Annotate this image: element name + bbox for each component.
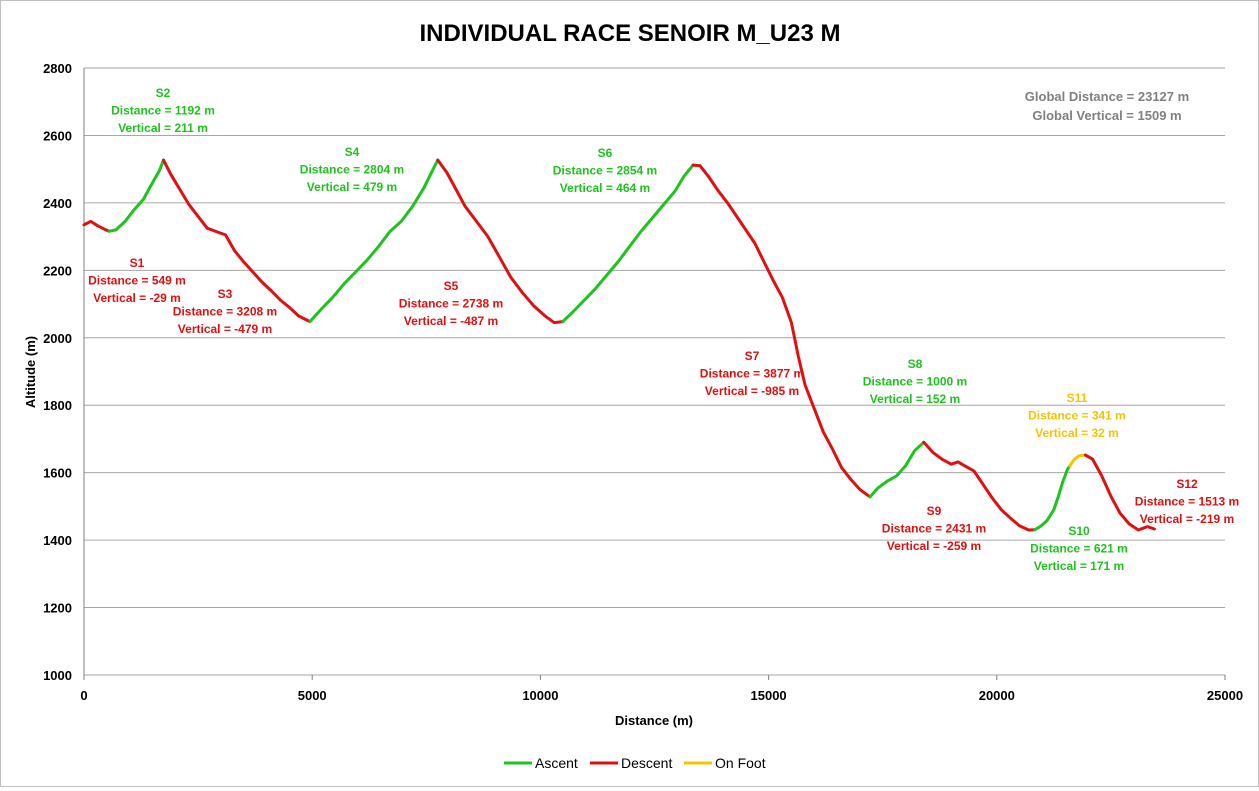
annotation-s9: S9 Distance = 2431 m Vertical = -259 m: [882, 504, 986, 553]
series-line-s6: [561, 163, 695, 324]
y-axis-label: Altitude (m): [23, 336, 38, 408]
legend-label: On Foot: [715, 755, 766, 771]
annotation-name: S10: [1068, 524, 1090, 538]
annotation-s5: S5 Distance = 2738 m Vertical = -487 m: [399, 279, 503, 328]
annotation-vertical: Vertical = -479 m: [178, 322, 272, 336]
y-tick-label: 2600: [43, 128, 72, 143]
annotation-vertical: Vertical = 32 m: [1035, 426, 1119, 440]
series-lines: [82, 158, 1156, 532]
series-line-s3: [162, 158, 312, 324]
legend-label: Descent: [621, 755, 672, 771]
y-tick-label: 2800: [43, 61, 72, 76]
y-tick-label: 2200: [43, 263, 72, 278]
annotation-vertical: Vertical = 464 m: [560, 181, 650, 195]
annotation-distance: Distance = 1192 m: [111, 104, 215, 118]
legend: Ascent Descent On Foot: [504, 755, 766, 771]
annotation-s8: S8 Distance = 1000 m Vertical = 152 m: [863, 357, 967, 406]
series-line-s4: [308, 158, 440, 324]
annotation-vertical: Vertical = 479 m: [307, 180, 397, 194]
annotation-vertical: Vertical = 152 m: [870, 392, 960, 406]
annotation-distance: Distance = 549 m: [88, 274, 186, 288]
annotation-name: S3: [218, 287, 233, 301]
annotation-s1: S1 Distance = 549 m Vertical = -29 m: [88, 256, 186, 305]
annotation-distance: Distance = 3877 m: [700, 367, 804, 381]
annotation-vertical: Vertical = -29 m: [93, 291, 181, 305]
y-tick-label: 1600: [43, 466, 72, 481]
annotation-s2: S2 Distance = 1192 m Vertical = 211 m: [111, 86, 215, 135]
annotation-name: S12: [1176, 477, 1198, 491]
annotation-name: S2: [156, 86, 171, 100]
y-tick-label: 2000: [43, 331, 72, 346]
series-line-s7: [691, 163, 872, 499]
annotation-vertical: Vertical = -985 m: [705, 384, 799, 398]
x-tick-label: 0: [80, 688, 87, 703]
global-distance-label: Global Distance = 23127 m: [1025, 89, 1189, 104]
series-line-s9: [922, 440, 1037, 532]
axes: 1000 1200 1400 1600 1800 2000 2200 2400 2600 2800…: [43, 61, 1243, 703]
segment-annotations: S1 Distance = 549 m Vertical = -29 m S2 Dist…: [88, 86, 1239, 573]
annotation-name: S9: [927, 504, 942, 518]
annotation-name: S11: [1067, 391, 1088, 405]
annotation-distance: Distance = 621 m: [1030, 542, 1128, 556]
annotation-distance: Distance = 2738 m: [399, 297, 503, 311]
global-vertical-label: Global Vertical = 1509 m: [1032, 108, 1181, 123]
annotation-name: S5: [444, 279, 459, 293]
y-tick-label: 2400: [43, 196, 72, 211]
series-line-s11: [1068, 453, 1087, 468]
annotation-s4: S4 Distance = 2804 m Vertical = 479 m: [300, 145, 404, 194]
annotation-distance: Distance = 2804 m: [300, 163, 404, 177]
annotation-s3: S3 Distance = 3208 m Vertical = -479 m: [173, 287, 277, 336]
series-line-s5: [436, 158, 565, 325]
annotation-s12: S12 Distance = 1513 m Vertical = -219 m: [1135, 477, 1239, 526]
annotation-distance: Distance = 1000 m: [863, 375, 967, 389]
annotation-distance: Distance = 2854 m: [553, 164, 657, 178]
annotation-distance: Distance = 341 m: [1028, 409, 1126, 423]
annotation-s10: S10 Distance = 621 m Vertical = 171 m: [1030, 524, 1128, 573]
series-line-s1: [82, 219, 111, 233]
annotation-distance: Distance = 1513 m: [1135, 495, 1239, 509]
chart-title: INDIVIDUAL RACE SENOIR M_U23 M: [420, 20, 841, 47]
legend-label: Ascent: [535, 755, 578, 771]
annotation-name: S4: [345, 145, 360, 159]
x-tick-label: 10000: [522, 688, 558, 703]
series-line-s8: [868, 440, 926, 499]
series-line-s12: [1083, 453, 1156, 532]
y-tick-label: 1000: [43, 668, 72, 683]
annotation-vertical: Vertical = -219 m: [1140, 512, 1234, 526]
x-axis-label: Distance (m): [615, 713, 693, 728]
annotation-vertical: Vertical = -259 m: [887, 539, 981, 553]
annotation-name: S8: [908, 357, 923, 371]
y-tick-label: 1800: [43, 398, 72, 413]
annotation-s6: S6 Distance = 2854 m Vertical = 464 m: [553, 146, 657, 195]
x-tick-label: 25000: [1207, 688, 1243, 703]
annotation-s11: S11 Distance = 341 m Vertical = 32 m: [1028, 391, 1126, 440]
annotation-name: S1: [130, 256, 145, 270]
annotation-vertical: Vertical = 171 m: [1034, 559, 1124, 573]
y-tick-label: 1200: [43, 601, 72, 616]
annotation-distance: Distance = 2431 m: [882, 522, 986, 536]
annotation-vertical: Vertical = 211 m: [118, 121, 208, 135]
y-tick-label: 1400: [43, 533, 72, 548]
series-line-s2: [107, 158, 165, 233]
annotation-name: S6: [598, 146, 613, 160]
gridlines: [84, 67, 1225, 676]
x-tick-label: 20000: [979, 688, 1015, 703]
annotation-name: S7: [745, 349, 760, 363]
annotation-distance: Distance = 3208 m: [173, 305, 277, 319]
x-tick-label: 15000: [751, 688, 787, 703]
annotation-s7: S7 Distance = 3877 m Vertical = -985 m: [700, 349, 804, 398]
annotation-vertical: Vertical = -487 m: [404, 314, 498, 328]
x-tick-label: 5000: [298, 688, 327, 703]
series-line-s10: [1033, 464, 1072, 532]
